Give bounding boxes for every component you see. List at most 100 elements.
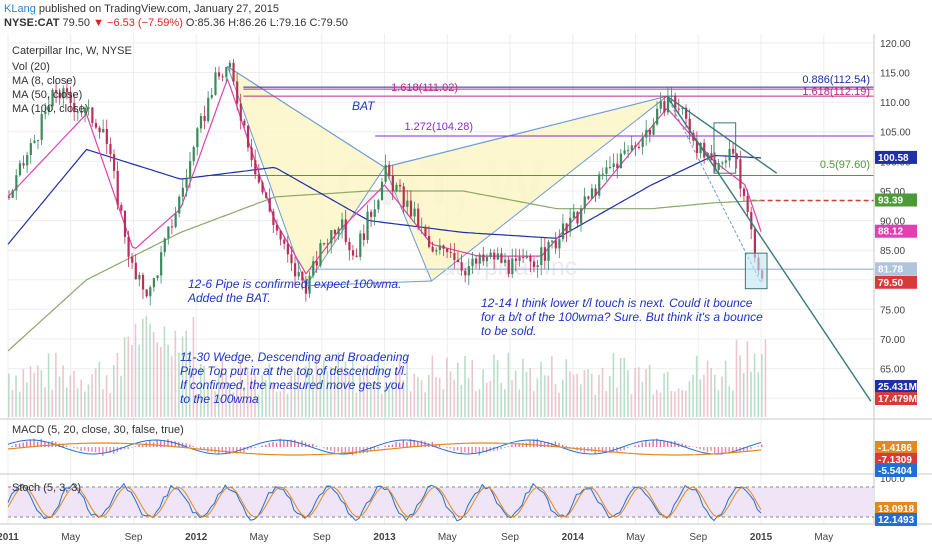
legend-vol[interactable]: Vol (20)	[12, 61, 50, 73]
volume-bar	[627, 369, 629, 417]
volume-bar	[761, 354, 763, 417]
macd-histogram-bar	[648, 442, 651, 447]
volume-bar	[272, 383, 274, 417]
fib-label-1618-left: 1.618(111.02)	[391, 82, 458, 94]
volume-bar	[605, 391, 607, 417]
y-tick-label: 120.00	[880, 39, 911, 50]
volume-tag-bg	[875, 392, 917, 405]
candle-body	[713, 160, 717, 171]
macd-histogram-bar	[420, 440, 423, 447]
macd-histogram-bar	[228, 447, 231, 455]
bat-leg-xb	[227, 66, 385, 168]
macd-histogram-bar	[243, 447, 245, 453]
macd-histogram-bar	[616, 447, 618, 453]
volume-bar	[507, 352, 510, 417]
macd-histogram-bar	[685, 444, 687, 447]
stoch-pane	[7, 482, 874, 522]
macd-histogram-bar	[232, 447, 234, 454]
volume-bar	[26, 382, 28, 417]
macd-histogram-bar	[192, 446, 195, 447]
candle-body	[391, 175, 394, 192]
candle-body	[630, 145, 633, 151]
volume-bar	[706, 360, 709, 417]
y-tick-label: 65.00	[880, 365, 905, 376]
candle-body	[732, 148, 735, 154]
macd-label[interactable]: MACD (5, 20, close, 30, false, true)	[12, 424, 184, 436]
macd-histogram-bar	[540, 441, 542, 447]
candle-body	[319, 243, 322, 266]
macd-histogram-bar	[250, 447, 252, 449]
volume-bar	[344, 361, 347, 417]
macd-histogram-bar	[485, 447, 488, 453]
legend-ma8[interactable]: MA (8, close)	[12, 75, 76, 87]
stoch-label[interactable]: Stoch (5, 3, 3)	[12, 482, 81, 494]
candle-body	[703, 142, 706, 158]
candle-body	[456, 259, 460, 263]
volume-bar	[91, 374, 93, 417]
volume-bar	[666, 371, 669, 417]
macd-histogram-bar	[732, 447, 734, 453]
candle-body	[409, 200, 413, 217]
candle-body	[420, 226, 423, 228]
candle-body	[728, 148, 731, 161]
candle-body	[514, 258, 518, 261]
volume-bar	[326, 371, 329, 417]
candle-body	[348, 241, 351, 251]
volume-tag: 17.479M	[878, 394, 917, 405]
candle-body	[62, 88, 65, 99]
volume-bar	[279, 391, 282, 417]
macd-histogram-bar	[344, 447, 347, 454]
macd-histogram-bar	[33, 438, 35, 447]
volume-bar	[268, 363, 271, 417]
macd-histogram-bar	[598, 447, 600, 453]
candle-body	[485, 256, 489, 262]
volume-bar	[717, 390, 720, 417]
volume-bar	[370, 386, 372, 417]
volume-bar	[145, 315, 148, 417]
volume-bar	[120, 375, 122, 417]
volume-bar	[44, 387, 46, 417]
volume-bar	[98, 361, 101, 417]
volume-bar	[417, 377, 419, 417]
volume-bar	[453, 379, 455, 417]
candle-body	[645, 129, 648, 138]
macd-histogram-bar	[348, 447, 350, 453]
macd-histogram-bar	[565, 446, 567, 447]
macd-histogram-bar	[294, 439, 296, 447]
legend-ma100[interactable]: MA (100, close)	[12, 103, 88, 115]
volume-bar	[467, 378, 470, 417]
candle-body	[301, 272, 304, 281]
candle-body	[221, 76, 224, 78]
y-tick-label: 95.00	[880, 187, 905, 198]
candle-body	[351, 250, 355, 256]
macd-histogram-bar	[29, 439, 32, 447]
candle-body	[482, 254, 485, 262]
macd-histogram-bar	[141, 444, 144, 447]
candle-body	[131, 256, 134, 263]
candle-body	[377, 200, 380, 210]
macd-histogram-bar	[76, 447, 79, 449]
note-1214-line2: for a b/t of the 100wma? Sure. But think…	[481, 310, 763, 324]
candle-body	[80, 111, 83, 113]
candle-body	[254, 160, 257, 175]
macd-histogram-bar	[612, 447, 615, 452]
volume-bar	[601, 367, 604, 417]
macd-histogram-bar	[391, 444, 394, 447]
legend-ma50[interactable]: MA (50, close)	[12, 89, 82, 101]
candle-body	[272, 211, 275, 225]
macd-histogram-bar	[377, 447, 379, 449]
volume-bar	[196, 393, 198, 417]
volume-bar	[630, 394, 633, 417]
y-tick-label: 85.00	[880, 246, 905, 257]
author-name[interactable]: KLang	[4, 3, 36, 15]
macd-histogram-bar	[417, 441, 419, 447]
volume-bar	[471, 359, 474, 417]
volume-bar	[623, 357, 626, 417]
volume-bar	[695, 355, 698, 417]
candle-body	[170, 226, 174, 228]
macd-histogram-bar	[395, 441, 397, 447]
volume-bar	[645, 368, 647, 417]
macd-histogram-bar	[746, 447, 748, 451]
macd-histogram-bar	[453, 447, 455, 451]
